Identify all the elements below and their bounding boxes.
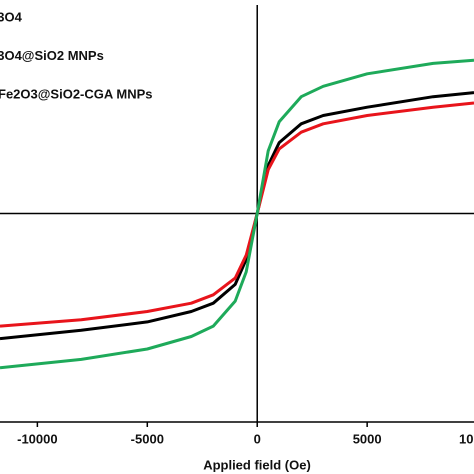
x-tick-label: -5000 xyxy=(131,431,164,446)
legend-label: e3O4@SiO2 MNPs xyxy=(0,48,104,63)
series-line xyxy=(0,91,474,341)
x-tick-label: 0 xyxy=(254,431,261,446)
x-tick-label: 10000 xyxy=(459,431,474,446)
x-tick-label: 5000 xyxy=(353,431,382,446)
x-tick-label: -10000 xyxy=(17,431,57,446)
legend-label: Fe2O3@SiO2-CGA MNPs xyxy=(0,86,153,101)
x-axis-label: Applied field (Oe) xyxy=(203,457,311,472)
legend-label: e3O4 xyxy=(0,9,23,24)
series-line xyxy=(0,58,474,370)
